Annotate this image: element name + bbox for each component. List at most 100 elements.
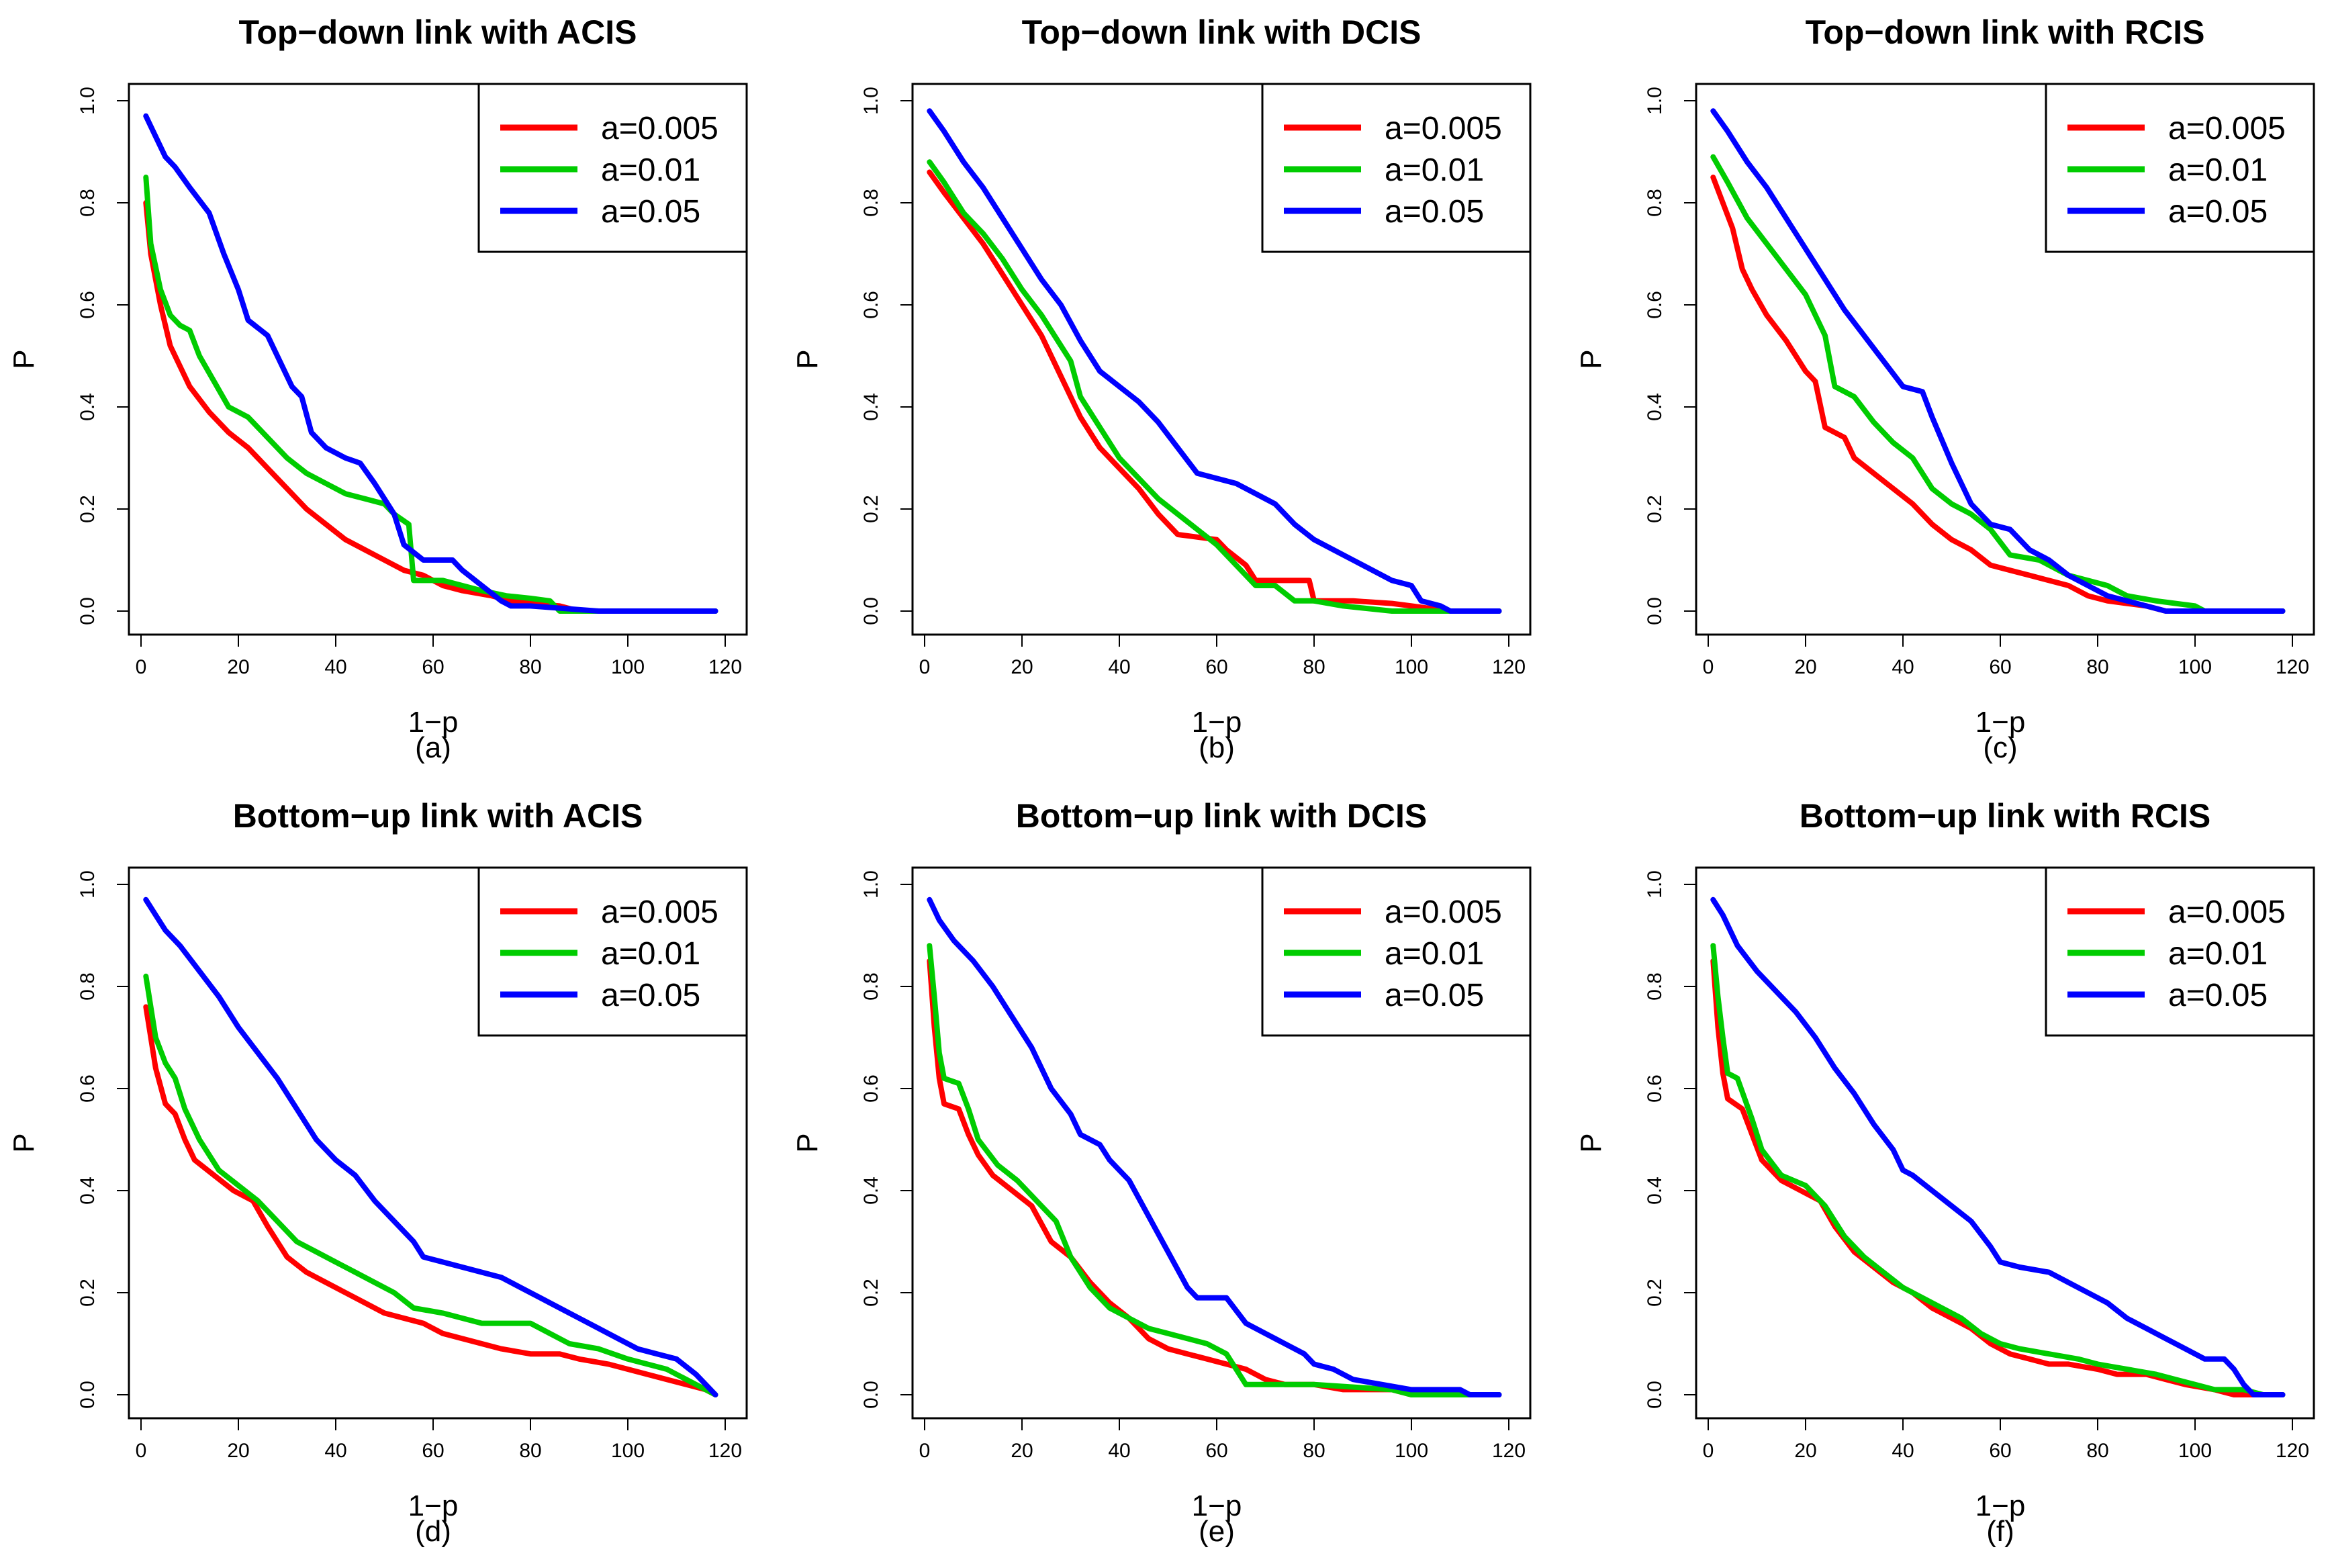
y-tick-label: 0.0 [860,1381,882,1409]
series-line-a=0.05 [927,108,1502,614]
x-tick-label: 100 [611,656,645,678]
legend-item: a=0.05 [601,978,700,1013]
chart-title: Bottom−up link with ACIS [233,797,643,835]
chart-panel-1: Top−down link with ACIS 0 20 40 60 80 100 120 0.… [7,13,748,764]
x-axis-label: 1−p [408,1489,459,1522]
legend-item: a=0.005 [1385,111,1502,146]
series-line-a=0.05 [1710,896,2286,1397]
legend-item: a=0.05 [601,194,700,230]
x-tick-label: 60 [422,656,444,678]
x-tick-label: 80 [2086,1440,2108,1462]
legend-item: a=0.005 [2168,111,2286,146]
x-tick-label: 0 [919,1440,931,1462]
series-line-a=0.005 [143,200,718,614]
x-tick-label: 0 [136,656,147,678]
chart-title: Top−down link with RCIS [1806,13,2205,51]
x-tick-label: 40 [1892,1440,1914,1462]
series-line-a=0.005 [1710,175,2286,614]
x-tick-label: 60 [1989,1440,2011,1462]
y-axis-label: P [791,1133,824,1152]
y-axis-label: P [7,349,40,369]
series-line-a=0.01 [927,943,1502,1397]
legend-item: a=0.05 [2168,978,2268,1013]
legend-item: a=0.005 [2168,894,2286,930]
series-line-a=0.01 [1710,943,2286,1397]
x-tick-label: 20 [1794,656,1816,678]
y-tick-label: 0.6 [77,291,99,319]
chart-panel-3: Top−down link with RCIS 0 20 40 60 80 100 120 0.… [1575,13,2315,764]
chart-panel-6: Bottom−up link with RCIS 0 20 40 60 80 100 120 0… [1575,797,2315,1548]
x-tick-label: 100 [611,1440,645,1462]
x-tick-label: 20 [227,656,249,678]
y-tick-label: 1.0 [860,87,882,115]
y-tick-label: 1.0 [77,870,99,898]
chart-panel-2: Top−down link with DCIS 0 20 40 60 80 100 120 0.… [791,13,1532,764]
panel-label: (b) [1199,731,1235,764]
y-tick-label: 0.2 [860,1279,882,1307]
x-tick-label: 0 [136,1440,147,1462]
legend-item: a=0.01 [2168,936,2268,972]
x-tick-label: 60 [1205,656,1227,678]
y-tick-label: 0.0 [77,597,99,625]
x-axis-label: 1−p [1192,1489,1242,1522]
panel-label: (c) [1983,731,2017,764]
y-tick-label: 0.4 [860,1177,882,1205]
series-line-a=0.01 [143,973,718,1397]
x-tick-label: 120 [1492,656,1526,678]
y-tick-label: 0.8 [1644,189,1666,217]
legend-item: a=0.01 [601,936,700,972]
x-tick-label: 120 [708,1440,742,1462]
x-tick-label: 0 [919,656,931,678]
chart-title: Bottom−up link with RCIS [1800,797,2210,835]
chart-title: Bottom−up link with DCIS [1016,797,1427,835]
y-tick-label: 0.0 [1644,597,1666,625]
y-tick-label: 1.0 [860,870,882,898]
series-line-a=0.05 [1710,108,2286,614]
x-tick-label: 80 [2086,656,2108,678]
y-tick-label: 0.8 [860,972,882,1001]
y-tick-label: 1.0 [1644,870,1666,898]
x-tick-label: 120 [2276,656,2309,678]
series-line-a=0.05 [143,113,718,614]
series-line-a=0.005 [927,169,1502,614]
x-axis-label: 1−p [1975,1489,2026,1522]
panel-label: (f) [1986,1515,2014,1548]
y-tick-label: 0.0 [1644,1381,1666,1409]
x-tick-label: 60 [1205,1440,1227,1462]
y-axis-label: P [1575,1133,1607,1152]
x-tick-label: 40 [324,656,346,678]
y-axis-label: P [1575,349,1607,369]
panel-label: (e) [1199,1515,1235,1548]
y-axis-label: P [791,349,824,369]
x-tick-label: 20 [1011,1440,1033,1462]
y-tick-label: 0.0 [77,1381,99,1409]
x-tick-label: 100 [1395,1440,1428,1462]
chart-title: Top−down link with ACIS [238,13,637,51]
y-tick-label: 0.4 [77,393,99,421]
x-tick-label: 120 [708,656,742,678]
legend-item: a=0.05 [1385,194,1484,230]
legend-item: a=0.01 [1385,152,1484,188]
y-tick-label: 0.6 [77,1074,99,1103]
y-tick-label: 0.6 [860,291,882,319]
legend-item: a=0.05 [2168,194,2268,230]
x-tick-label: 80 [1303,1440,1325,1462]
x-tick-label: 20 [227,1440,249,1462]
y-tick-label: 0.6 [1644,291,1666,319]
series-line-a=0.005 [143,1004,718,1397]
panel-label: (d) [415,1515,451,1548]
legend-item: a=0.005 [1385,894,1502,930]
y-tick-label: 0.2 [1644,495,1666,523]
y-tick-label: 0.4 [1644,393,1666,421]
x-tick-label: 40 [324,1440,346,1462]
y-tick-label: 0.4 [77,1177,99,1205]
y-tick-label: 0.2 [77,1279,99,1307]
legend-item: a=0.01 [601,152,700,188]
x-tick-label: 80 [519,656,541,678]
x-axis-label: 1−p [408,706,459,739]
y-tick-label: 0.8 [860,189,882,217]
x-tick-label: 40 [1108,1440,1130,1462]
y-tick-label: 0.2 [860,495,882,523]
series-line-a=0.05 [927,896,1502,1397]
